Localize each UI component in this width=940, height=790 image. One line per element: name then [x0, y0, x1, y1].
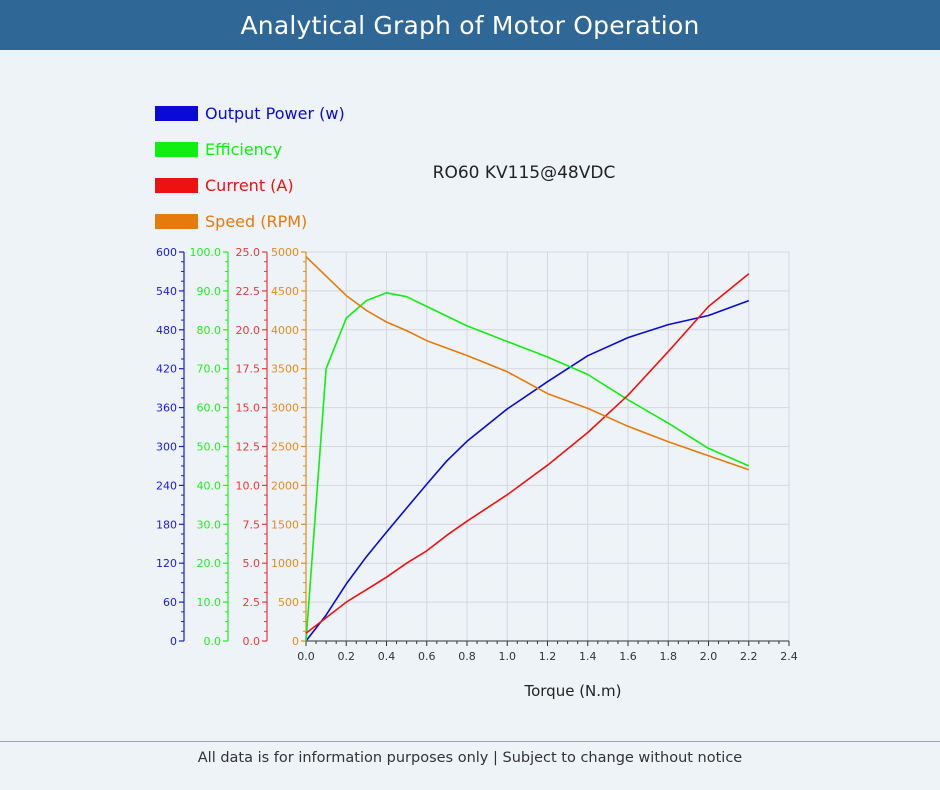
legend-item-speed: Speed (RPM)	[155, 212, 307, 231]
y-tick-label-current: 25.0	[236, 246, 261, 259]
y-axis-current: 0.0 2.5 5.0 7.5 10.0 12.5 15.0 17.5 20.0 22.5 25.0	[236, 246, 268, 648]
y-tick-label-efficiency: 20.0	[197, 557, 222, 570]
y-tick-label-speed: 500	[278, 596, 299, 609]
y-tick-label-speed: 4500	[271, 285, 299, 298]
y-tick-label-current: 17.5	[236, 363, 261, 376]
legend-item-efficiency: Efficiency	[155, 140, 282, 159]
y-tick-label-power: 60	[163, 596, 177, 609]
y-tick-label-speed: 1500	[271, 518, 299, 531]
y-tick-label-efficiency: 30.0	[197, 518, 222, 531]
grid	[306, 251, 790, 641]
x-tick-label: 0.6	[418, 650, 436, 663]
footer-note: All data is for information purposes onl…	[197, 750, 743, 766]
legend-label-power: Output Power (w)	[205, 104, 345, 123]
axes: 0.0 0.2 0.4 0.6 0.8 1.0 1.2 1.4 1.6 1.8 2.0 2.2 2.4 0…	[156, 246, 798, 663]
series-line-efficiency	[305, 291, 750, 642]
y-tick-label-speed: 2000	[271, 479, 299, 492]
legend-item-current: Current (A)	[155, 176, 294, 195]
series-line-speed	[305, 256, 750, 471]
y-tick-label-speed: 3000	[271, 402, 299, 415]
x-tick-label: 1.2	[539, 650, 557, 663]
y-tick-label-speed: 3500	[271, 363, 299, 376]
series-line-current	[305, 273, 750, 634]
y-tick-label-current: 15.0	[236, 402, 261, 415]
x-axis-label: Torque (N.m)	[523, 682, 621, 700]
legend-swatch-power	[155, 106, 198, 121]
y-tick-label-power: 120	[156, 557, 177, 570]
x-tick-label: 1.4	[579, 650, 597, 663]
y-tick-label-power: 600	[156, 246, 177, 259]
legend-swatch-efficiency	[155, 142, 198, 157]
y-tick-label-efficiency: 60.0	[197, 402, 222, 415]
y-tick-label-efficiency: 70.0	[197, 363, 222, 376]
y-tick-label-current: 5.0	[243, 557, 261, 570]
y-tick-label-efficiency: 50.0	[197, 441, 222, 454]
chart-title: RO60 KV115@48VDC	[433, 163, 616, 183]
y-tick-label-power: 360	[156, 402, 177, 415]
motor-chart: 0.0 0.2 0.4 0.6 0.8 1.0 1.2 1.4 1.6 1.8 2.0 2.2 2.4 0…	[155, 104, 798, 700]
y-axis-speed: 0 500 1000 1500 2000 2500 3000 3500 4000 4500 5000	[271, 246, 307, 648]
x-tick-label: 0.0	[297, 650, 315, 663]
footer-divider	[0, 741, 940, 742]
y-tick-label-current: 12.5	[236, 441, 261, 454]
y-tick-label-current: 22.5	[236, 285, 261, 298]
legend: Output Power (w) Efficiency Current (A) Spe…	[155, 104, 345, 231]
x-tick-label: 2.0	[700, 650, 718, 663]
x-tick-label: 0.4	[378, 650, 396, 663]
page-header: Analytical Graph of Motor Operation	[0, 0, 940, 50]
x-tick-label: 0.8	[458, 650, 476, 663]
x-tick-label: 1.6	[619, 650, 637, 663]
legend-label-current: Current (A)	[205, 176, 294, 195]
y-tick-label-power: 420	[156, 363, 177, 376]
y-axis-power: 0 60 120 180 240 300 360 420 480 540 600	[156, 246, 185, 648]
y-tick-label-efficiency: 80.0	[197, 324, 222, 337]
y-tick-label-current: 0.0	[243, 635, 261, 648]
series-lines	[305, 256, 750, 642]
y-tick-label-speed: 4000	[271, 324, 299, 337]
y-tick-label-speed: 1000	[271, 557, 299, 570]
y-tick-label-speed: 5000	[271, 246, 299, 259]
x-tick-label: 0.2	[338, 650, 356, 663]
legend-label-speed: Speed (RPM)	[205, 212, 307, 231]
y-tick-label-efficiency: 10.0	[197, 596, 222, 609]
y-tick-label-speed: 2500	[271, 441, 299, 454]
y-tick-label-current: 20.0	[236, 324, 261, 337]
y-tick-label-power: 480	[156, 324, 177, 337]
x-tick-label: 1.8	[660, 650, 678, 663]
y-tick-label-power: 540	[156, 285, 177, 298]
y-tick-label-current: 7.5	[243, 518, 261, 531]
y-tick-label-efficiency: 90.0	[197, 285, 222, 298]
legend-item-power: Output Power (w)	[155, 104, 345, 123]
y-tick-label-speed: 0	[292, 635, 299, 648]
y-tick-label-efficiency: 100.0	[190, 246, 222, 259]
y-axis-efficiency: 0.0 10.0 20.0 30.0 40.0 50.0 60.0 70.0 80.0 90.0 1…	[190, 246, 229, 648]
y-tick-label-current: 2.5	[243, 596, 261, 609]
y-tick-label-power: 180	[156, 518, 177, 531]
legend-swatch-speed	[155, 214, 198, 229]
x-tick-label: 2.2	[740, 650, 758, 663]
legend-swatch-current	[155, 178, 198, 193]
x-tick-label: 1.0	[499, 650, 517, 663]
series-line-power	[305, 299, 750, 642]
page-title: Analytical Graph of Motor Operation	[240, 10, 700, 40]
x-tick-label: 2.4	[780, 650, 798, 663]
y-tick-label-current: 10.0	[236, 479, 261, 492]
legend-label-efficiency: Efficiency	[205, 140, 282, 159]
y-tick-label-power: 240	[156, 479, 177, 492]
y-tick-label-power: 300	[156, 441, 177, 454]
y-tick-label-efficiency: 0.0	[204, 635, 222, 648]
y-tick-label-efficiency: 40.0	[197, 479, 222, 492]
y-tick-label-power: 0	[170, 635, 177, 648]
